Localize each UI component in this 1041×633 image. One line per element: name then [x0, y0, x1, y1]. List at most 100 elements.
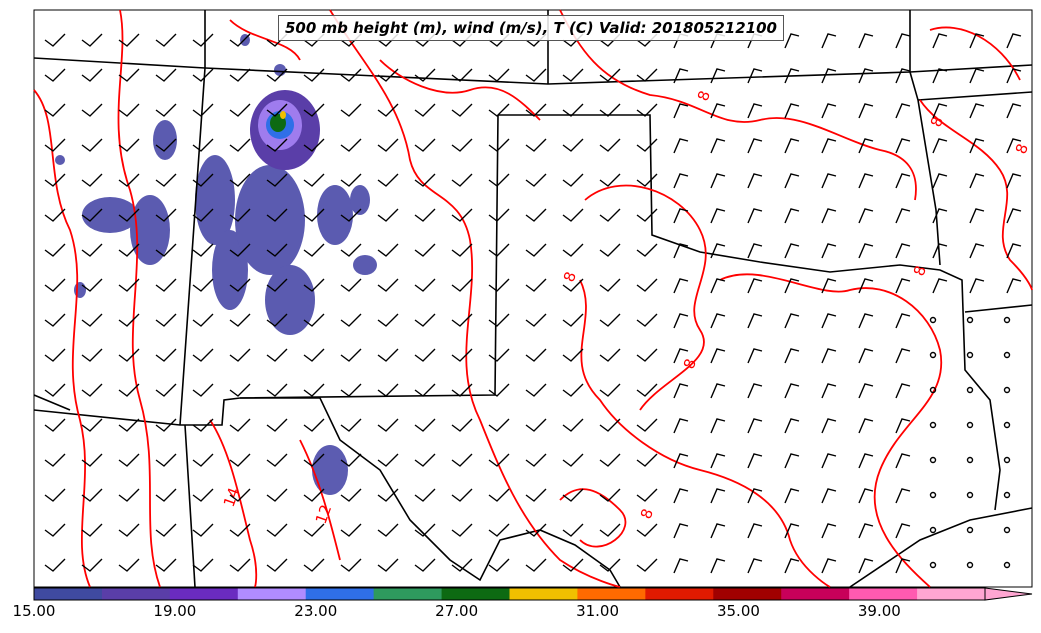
colorbar-segment	[917, 588, 986, 600]
map-title: 500 mb height (m), wind (m/s), T (C) Val…	[278, 15, 784, 41]
wind-barb	[673, 68, 689, 84]
wind-barb	[377, 453, 399, 467]
wind-barb	[118, 138, 140, 152]
wind-barb	[932, 278, 948, 294]
wind-barb	[44, 33, 66, 47]
wind-barb	[710, 278, 726, 294]
wind-barb	[155, 488, 177, 502]
wind-barb	[377, 383, 399, 397]
wind-barb	[636, 138, 658, 152]
wind-barb	[377, 68, 399, 82]
wind-barb	[710, 558, 726, 574]
wind-barb	[81, 488, 103, 502]
wind-barb	[636, 278, 658, 292]
wind-barb	[414, 418, 436, 432]
wind-barb	[599, 243, 621, 257]
wind-barb	[303, 453, 325, 467]
wind-barb	[858, 68, 874, 84]
wind-barb	[821, 243, 837, 259]
wind-barb	[747, 418, 763, 434]
colorbar-segment	[305, 588, 375, 600]
wind-barb	[821, 208, 837, 224]
wind-barb	[525, 173, 547, 187]
wind-barb	[229, 488, 251, 502]
wind-barb	[858, 173, 874, 189]
wind-barb	[81, 313, 103, 327]
wind-barb	[895, 103, 911, 119]
wind-barb	[932, 68, 948, 84]
wind-barb	[118, 313, 140, 327]
wind-barb	[229, 68, 251, 82]
wind-barb	[784, 278, 800, 294]
wind-barb	[1006, 33, 1022, 49]
wind-barb	[821, 173, 837, 189]
wind-barb	[155, 313, 177, 327]
wind-barb	[710, 103, 726, 119]
wind-barb	[895, 313, 911, 329]
wind-barb	[414, 138, 436, 152]
wind-barb	[414, 453, 436, 467]
wind-barb	[229, 138, 251, 152]
wind-barb-calm	[1003, 561, 1011, 569]
wind-barb	[895, 558, 911, 574]
wind-barb	[562, 453, 584, 467]
wind-barb	[636, 313, 658, 327]
wind-barb	[895, 348, 911, 364]
wind-barb	[599, 453, 621, 467]
wind-barb	[821, 488, 837, 504]
wind-barb	[414, 488, 436, 502]
wind-barb	[451, 348, 473, 362]
wind-barb	[599, 103, 621, 117]
wind-barb	[673, 278, 689, 294]
wind-barb-calm	[966, 421, 974, 429]
wind-barb	[969, 208, 985, 224]
wind-barb	[488, 383, 510, 397]
wind-barb	[562, 313, 584, 327]
wind-barb	[192, 523, 214, 537]
wind-barb	[895, 68, 911, 84]
wind-barb	[229, 348, 251, 362]
wind-barb	[636, 453, 658, 467]
wind-barb	[562, 103, 584, 117]
wind-barb	[710, 383, 726, 399]
wind-barb	[266, 138, 288, 152]
wind-barb	[118, 418, 140, 432]
wind-barb	[562, 383, 584, 397]
wind-barb	[414, 313, 436, 327]
wind-barb	[414, 243, 436, 257]
wind-barb	[192, 558, 214, 572]
wind-barb	[414, 68, 436, 82]
wind-barb	[932, 103, 948, 119]
wind-barb	[118, 243, 140, 257]
wind-barb-calm	[1003, 316, 1011, 324]
wind-barb	[377, 208, 399, 222]
wind-barb	[340, 278, 362, 292]
wind-barb	[1006, 68, 1022, 84]
wind-barb	[858, 488, 874, 504]
wind-barb	[81, 173, 103, 187]
wind-barb-calm	[966, 491, 974, 499]
wind-barb-calm	[1003, 386, 1011, 394]
wind-barb	[562, 558, 584, 572]
wind-barb	[562, 208, 584, 222]
wind-barb	[118, 33, 140, 47]
wind-barb	[451, 138, 473, 152]
wind-barb	[784, 68, 800, 84]
wind-barb	[155, 33, 177, 47]
wind-barb	[155, 68, 177, 82]
wind-barb	[525, 418, 547, 432]
wind-barb	[488, 208, 510, 222]
wind-barb	[599, 68, 621, 82]
wind-barb	[229, 418, 251, 432]
wind-barbs	[44, 33, 1022, 574]
wind-barb	[451, 383, 473, 397]
wind-barb	[229, 243, 251, 257]
wind-barb	[1006, 103, 1022, 119]
wind-barb	[44, 383, 66, 397]
wind-barb	[599, 488, 621, 502]
precip-core	[250, 90, 320, 170]
wind-barb	[858, 278, 874, 294]
wind-barb	[451, 243, 473, 257]
wind-barb	[562, 278, 584, 292]
wind-barb	[266, 348, 288, 362]
